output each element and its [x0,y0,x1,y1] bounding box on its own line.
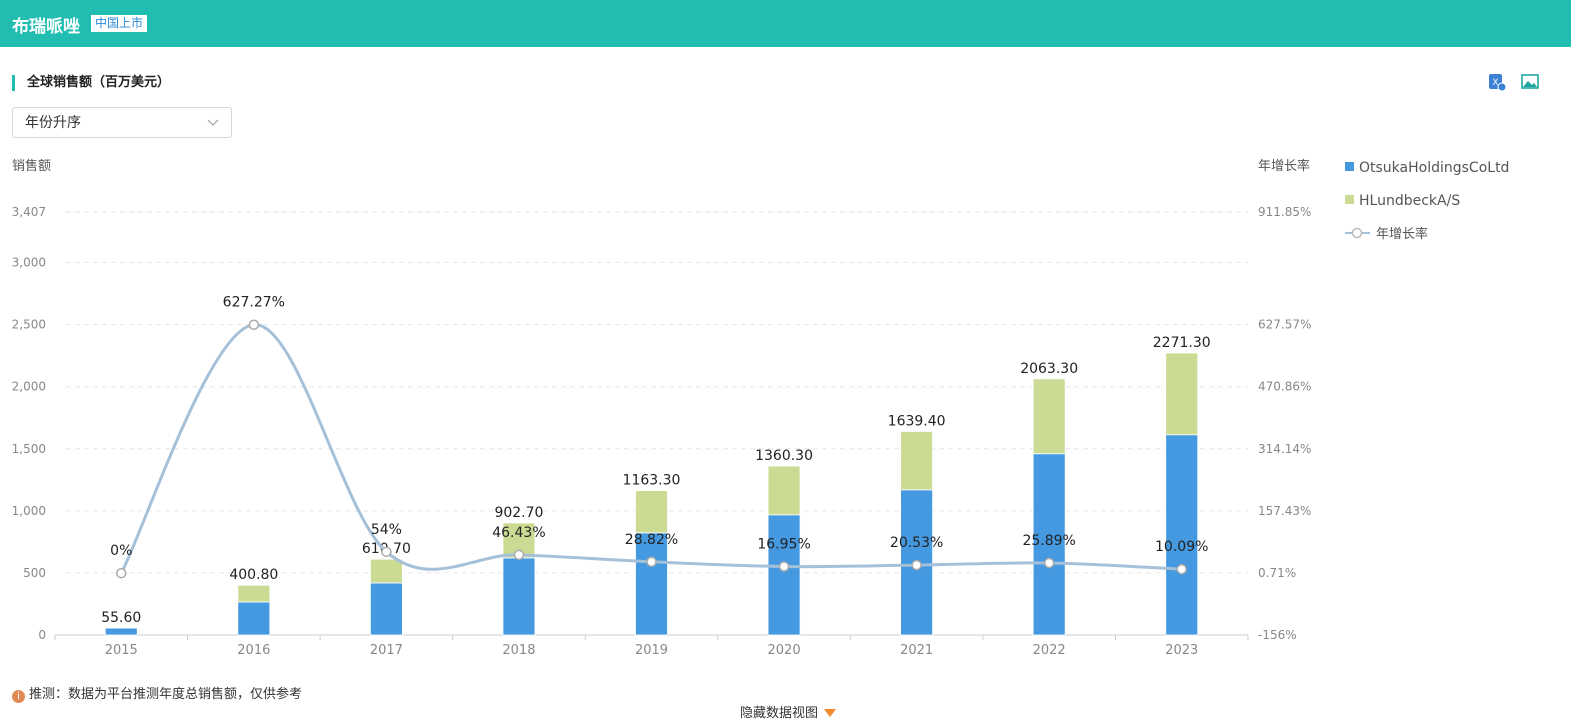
bar-segment [1165,434,1199,636]
growth-point [1043,557,1055,569]
y-tick-label: 500 [23,566,46,580]
y2-axis-title: 年增长率 [1258,158,1310,174]
export-excel[interactable]: X [1489,74,1507,92]
svg-text:X: X [1492,78,1498,88]
bar-segment [502,557,536,636]
bar-segment [767,465,801,516]
growth-label: 25.89% [1022,533,1075,549]
legend-marker [1351,227,1363,239]
growth-label: 54% [371,522,402,538]
total-label: 1639.40 [888,413,946,429]
y-tick-label: 3,407 [12,205,46,219]
bar-segment [900,431,934,491]
header: 布瑞哌唑 中国上市 [0,0,1571,47]
chart: 销售额 年增长率05001,0001,5002,0002,5003,0003,40… [12,158,1510,658]
y2-tick-label: 470.86% [1258,380,1311,394]
y2-tick-label: 157.43% [1258,504,1311,518]
bar-segment [237,601,271,636]
bar-segment [369,558,403,584]
legend-label: HLundbeckA/S [1359,193,1460,209]
badge: 中国上市 [91,15,148,32]
legend-swatch [1345,162,1354,171]
bar-segment [1032,378,1066,455]
y2-tick-label: 911.85% [1258,205,1311,219]
growth-label: 627.27% [223,295,285,311]
y2-tick-label: 0.71% [1258,566,1296,580]
y-tick-label: 2,500 [12,318,46,332]
growth-point [381,546,392,558]
x-tick-label: 2016 [237,643,270,658]
y-tick-label: 0 [38,628,46,642]
export-image[interactable] [1521,74,1539,89]
toolbar-icons: X [1489,74,1539,92]
toggle-data-view[interactable]: 隐藏数据视图 [740,702,837,721]
legend-item[interactable]: 年增长率 [1345,226,1428,242]
bar-segment [369,582,403,636]
bar-segment [237,584,271,603]
x-tick-label: 2022 [1033,643,1066,658]
y-axis-title: 销售额 [12,158,51,174]
y-tick-label: 3,000 [12,256,46,270]
x-tick-label: 2023 [1165,643,1198,658]
drug-title: 布瑞哌唑 [12,17,80,37]
growth-label: 20.53% [890,535,943,551]
x-tick-label: 2017 [370,643,403,658]
growth-point [116,567,127,579]
total-label: 2063.30 [1020,361,1078,377]
note: i 推测：数据为平台推测年度总销售额，仅供参考 [12,683,302,703]
x-tick-label: 2019 [635,643,668,658]
growth-point [513,549,525,561]
y-tick-label: 1,500 [12,442,46,456]
x-tick-label: 2018 [502,643,535,658]
total-label: 902.70 [494,505,543,521]
growth-label: 28.82% [625,532,678,548]
y2-tick-label: -156% [1258,628,1297,642]
y2-tick-label: 627.57% [1258,318,1311,332]
legend-label: OtsukaHoldingsCoLtd [1359,160,1509,176]
growth-point [778,561,790,572]
section-title: 全球销售额（百万美元） [12,75,170,91]
y2-tick-label: 314.14% [1258,442,1311,456]
bar-segment [635,490,668,534]
x-tick-label: 2021 [900,643,933,658]
bar-segment [1165,352,1199,436]
x-tick-label: 2020 [768,643,801,658]
growth-point [646,556,657,568]
growth-label: 16.95% [757,536,810,552]
total-label: 1163.30 [623,473,681,489]
sort-select[interactable]: 年份升序 [12,107,232,138]
y-tick-label: 2,000 [12,380,46,394]
legend-label: 年增长率 [1376,226,1428,242]
growth-label: 10.09% [1155,539,1208,555]
bar-segment [104,627,138,636]
growth-point [911,559,922,571]
legend-item[interactable]: OtsukaHoldingsCoLtd [1345,160,1509,176]
toolbar: X [1487,72,1547,96]
legend-swatch [1345,195,1354,204]
bar-segment [1032,453,1066,636]
toggle-text: 隐藏数据视图 [740,706,819,721]
total-label: 55.60 [101,610,141,626]
growth-label: 0% [110,543,132,559]
note-text: 推测：数据为平台推测年度总销售额，仅供参考 [29,687,303,702]
growth-label: 46.43% [492,525,545,541]
bar-segment [767,514,801,636]
sort-select-text: 年份升序 [25,115,81,131]
x-tick-label: 2015 [105,643,138,658]
total-label: 400.80 [229,567,278,583]
chevron [207,119,219,126]
total-label: 2271.30 [1153,335,1211,351]
growth-point [248,319,260,330]
bar-segment [635,532,668,636]
y-tick-label: 1,000 [12,504,46,518]
growth-point [1176,563,1187,575]
legend-item[interactable]: HLundbeckA/S [1345,193,1460,209]
total-label: 1360.30 [755,448,813,464]
